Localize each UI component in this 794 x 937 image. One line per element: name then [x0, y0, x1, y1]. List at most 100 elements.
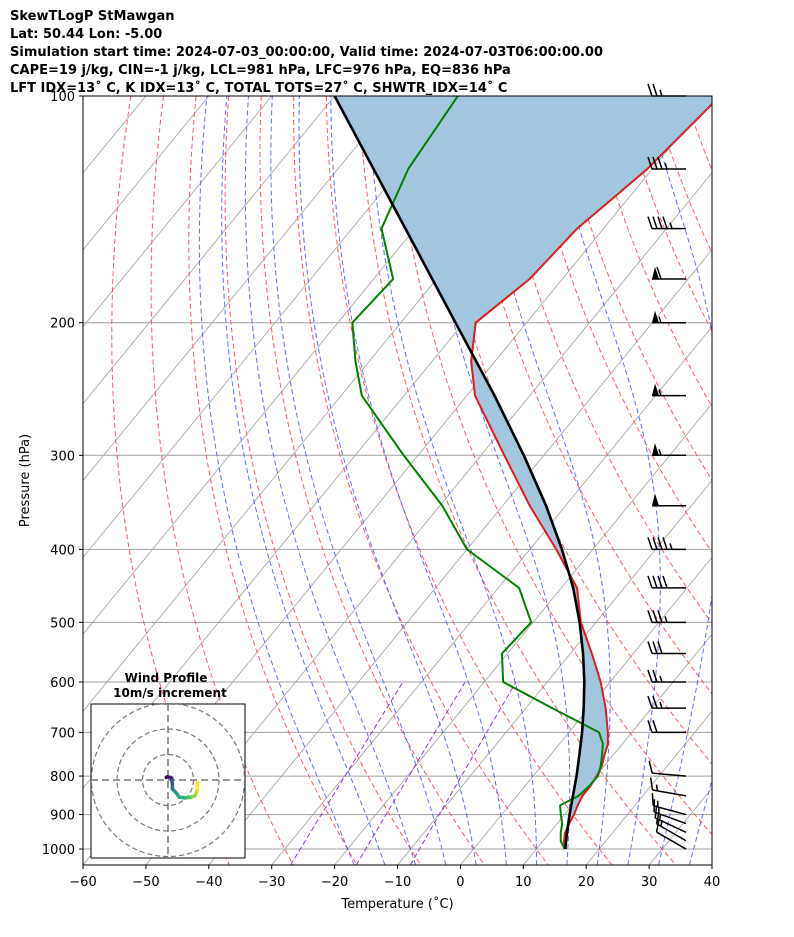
isotherm--30 [271, 326, 712, 865]
wind-barb [652, 310, 686, 324]
y-tick-label: 700 [50, 726, 75, 741]
wind-barb [647, 216, 686, 230]
index-line: LFT IDX=13˚ C, K IDX=13˚ C, TOTAL TOTS=2… [10, 81, 508, 96]
barb-half-feather [669, 222, 673, 229]
barb-half-feather [658, 449, 662, 456]
barb-half-feather [658, 316, 662, 323]
barb-feather [652, 156, 658, 170]
x-tick-label: 20 [578, 875, 595, 890]
barb-feather [647, 83, 653, 97]
barb-half-feather [655, 784, 659, 791]
y-tick-label: 100 [50, 90, 75, 105]
moist-adiabat [221, 96, 386, 865]
x-tick-label: −10 [384, 875, 411, 890]
moist-adiabat [298, 96, 477, 865]
isotherm--140 [83, 96, 210, 251]
barb-feather [647, 641, 653, 654]
moist-adiabat [471, 96, 611, 865]
moist-adiabat [270, 96, 447, 865]
moist-adiabat [330, 96, 507, 865]
parcel-line [333, 96, 586, 850]
barb-pennant [652, 383, 659, 396]
wind-barb [647, 610, 686, 624]
barb-staff [652, 805, 687, 816]
y-tick-label: 900 [50, 809, 75, 824]
barb-feather [649, 777, 654, 791]
x-tick-label: −30 [258, 875, 285, 890]
barb-feather [652, 83, 658, 97]
barb-feather [652, 216, 658, 229]
isotherm--110 [83, 96, 398, 482]
barb-feather [648, 760, 653, 774]
mixing-ratio-line [355, 681, 466, 865]
axes: −60 −50 −40 −30 −20 −10 0 10 20 30 40 1000 900 800 700… [18, 90, 720, 912]
barb-staff [652, 772, 687, 777]
wind-barb [649, 777, 687, 797]
x-tick-label: −50 [132, 875, 159, 890]
barb-feather [652, 669, 658, 683]
barb-feather [647, 216, 653, 229]
isotherm--160 [83, 96, 84, 97]
barb-feather [656, 266, 662, 280]
mixing-ratio-line [290, 681, 404, 865]
barb-feather [652, 575, 658, 589]
moist-adiabat [688, 777, 712, 865]
barb-half-feather [658, 389, 662, 396]
y-tick-label: 300 [50, 449, 75, 464]
barb-feather [647, 695, 653, 709]
barb-feather [652, 720, 658, 733]
wind-barb [651, 793, 687, 816]
dry-adiabat [224, 96, 422, 865]
y-tick-label: 200 [50, 317, 75, 332]
chart-title: SkewTLogP StMawgan [10, 9, 175, 24]
dry-adiabat [619, 96, 712, 333]
barb-half-feather [664, 616, 668, 623]
isotherm-0 [460, 556, 712, 865]
barb-feather [647, 156, 653, 170]
dry-adiabat [651, 96, 712, 255]
barb-feather [647, 669, 653, 683]
barb-feather [662, 216, 668, 229]
barb-feather [657, 216, 663, 229]
barb-feather [657, 156, 663, 170]
isotherm-30 [648, 787, 712, 865]
temperature-line [470, 102, 712, 850]
barb-staff [652, 789, 687, 797]
barb-half-feather [669, 543, 673, 550]
barb-feather [651, 793, 654, 806]
isotherm--100 [83, 96, 461, 559]
y-tick-label: 800 [50, 770, 75, 785]
cape-shading [334, 96, 712, 846]
y-tick-label: 600 [50, 676, 75, 691]
x-tick-label: −20 [321, 875, 348, 890]
wind-barb [652, 383, 686, 397]
barb-feather [647, 610, 653, 623]
isotherm--120 [83, 96, 335, 405]
barb-staff [654, 817, 687, 833]
barb-feather [647, 720, 653, 733]
wind-barbs [647, 83, 687, 850]
hodograph-subtitle: 10m/s increment [113, 686, 227, 700]
x-tick-label: 0 [456, 875, 464, 890]
moist-adiabat [720, 96, 794, 865]
y-tick-label: 1000 [42, 843, 75, 858]
profile-lines [333, 96, 712, 850]
wind-barb [648, 760, 687, 777]
moist-adiabat [244, 96, 416, 865]
moist-adiabat [367, 96, 538, 865]
barb-feather [662, 575, 668, 589]
y-tick-label: 500 [50, 616, 75, 631]
stability-line: CAPE=19 j/kg, CIN=-1 j/kg, LCL=981 hPa, … [10, 63, 511, 78]
wind-barb [647, 83, 686, 97]
x-tick-label: −40 [195, 875, 222, 890]
mixing-ratio-line [409, 681, 517, 865]
time-line: Simulation start time: 2024-07-03_00:00:… [10, 45, 603, 60]
barb-staff [656, 823, 687, 842]
x-axis-label: Temperature (˚C) [340, 896, 453, 912]
dry-adiabat [684, 96, 712, 172]
wind-barb [652, 493, 686, 507]
barb-feather [652, 610, 658, 623]
hodograph-ring [91, 704, 245, 858]
hodograph-title: Wind Profile [125, 671, 208, 685]
